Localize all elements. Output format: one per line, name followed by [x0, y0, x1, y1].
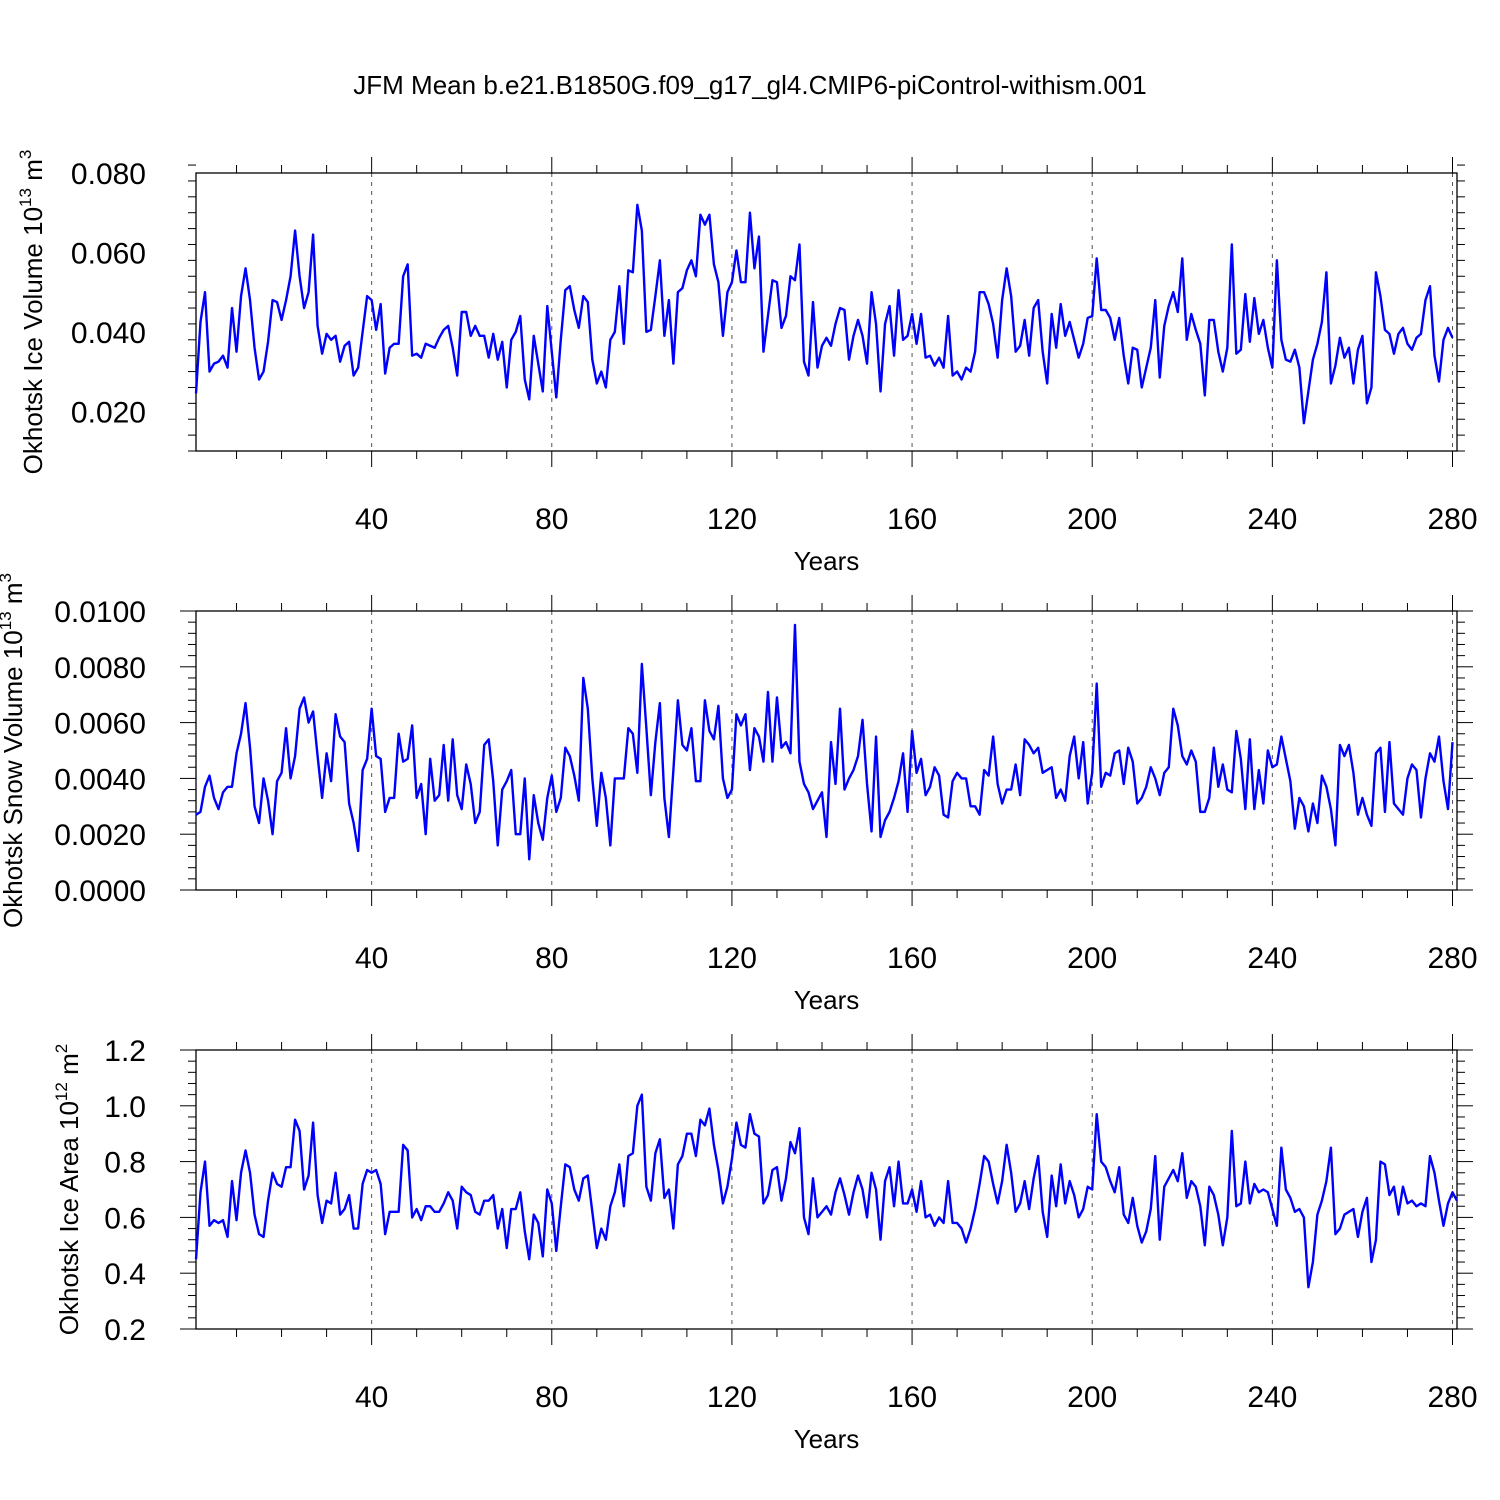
- x-tick-label: 40: [355, 942, 388, 975]
- y-tick-label: 1.0: [104, 1091, 146, 1124]
- chart-panel-1: 40 80 120 160 200 240 280 0.020 0.040 0.060 0.080 Y…: [16, 150, 1478, 576]
- y-tick-label: 0.0100: [54, 596, 146, 629]
- x-tick-label: 280: [1427, 942, 1477, 975]
- x-axis-title: Years: [794, 985, 860, 1015]
- x-tick-label: 160: [887, 942, 937, 975]
- x-tick-label: 200: [1067, 503, 1117, 536]
- x-tick-label: 80: [535, 1381, 568, 1414]
- series-line-1: [194, 203, 1454, 425]
- x-axis-title: Years: [794, 546, 860, 576]
- x-tick-label: 80: [535, 503, 568, 536]
- x-tick-label: 80: [535, 942, 568, 975]
- x-tick-label: 160: [887, 503, 937, 536]
- y-tick-label: 0.080: [71, 158, 146, 191]
- x-axis-title: Years: [794, 1424, 860, 1454]
- y-tick-label: 0.2: [104, 1314, 146, 1347]
- x-tick-label: 120: [707, 942, 757, 975]
- y-tick-label: 0.8: [104, 1147, 146, 1180]
- x-tick-label: 280: [1427, 503, 1477, 536]
- x-tick-label: 120: [707, 503, 757, 536]
- y-tick-label: 0.0040: [54, 763, 146, 796]
- series-line-1: [194, 1093, 1459, 1289]
- plot-frame: [195, 610, 1458, 891]
- x-tick-label: 240: [1247, 503, 1297, 536]
- y-tick-label: 1.2: [104, 1035, 146, 1068]
- x-tick-label: 240: [1247, 942, 1297, 975]
- y-tick-label: 0.6: [104, 1202, 146, 1235]
- y-axis-title: Okhotsk Ice Area 1012 m2: [52, 1044, 84, 1335]
- x-tick-label: 120: [707, 1381, 757, 1414]
- y-tick-label: 0.0060: [54, 708, 146, 741]
- x-tick-label: 160: [887, 1381, 937, 1414]
- y-tick-label: 0.0000: [54, 875, 146, 908]
- chart-panel-2: 40 80 120 160 200 240 280 0.0000 0.0020 0.0040 0.0…: [0, 573, 1478, 1015]
- plot-frame: [195, 172, 1458, 452]
- y-tick-label: 0.020: [71, 396, 146, 429]
- x-tick-label: 40: [355, 1381, 388, 1414]
- plot-frame: [195, 1049, 1458, 1330]
- series-line-1: [195, 623, 1454, 861]
- y-tick-label: 0.040: [71, 317, 146, 350]
- x-tick-label: 200: [1067, 1381, 1117, 1414]
- y-tick-label: 0.4: [104, 1258, 146, 1291]
- y-tick-label: 0.0020: [54, 819, 146, 852]
- chart-panel-3: 40 80 120 160 200 240 280 0.2 0.4 0.6 0.8 1.0 1.2 Yea…: [52, 1034, 1478, 1454]
- y-axis-title: Okhotsk Snow Volume 1013 m3: [0, 573, 28, 928]
- y-tick-label: 0.0080: [54, 652, 146, 685]
- x-tick-label: 200: [1067, 942, 1117, 975]
- x-tick-label: 280: [1427, 1381, 1477, 1414]
- chart-title: JFM Mean b.e21.B1850G.f09_g17_gl4.CMIP6-…: [353, 70, 1147, 100]
- y-axis-title: Okhotsk Ice Volume 1013 m3: [16, 150, 48, 475]
- y-tick-label: 0.060: [71, 237, 146, 270]
- x-tick-label: 240: [1247, 1381, 1297, 1414]
- x-tick-label: 40: [355, 503, 388, 536]
